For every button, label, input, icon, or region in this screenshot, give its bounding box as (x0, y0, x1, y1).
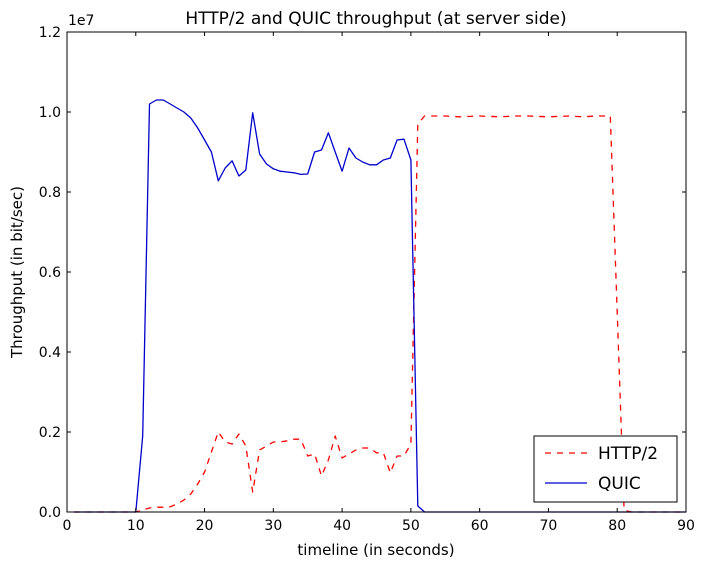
legend-box (533, 435, 678, 503)
series-line-quic (73, 99, 686, 513)
series-line-http-2 (73, 115, 686, 513)
x-tick-label: 90 (677, 518, 695, 534)
y-tick-label: 0.0 (39, 505, 61, 521)
plot-area-frame (66, 31, 687, 513)
y-tick-label: 1.2 (39, 25, 61, 41)
y-axis-scale-label: 1e7 (68, 13, 94, 29)
y-tick-label: 0.4 (39, 345, 61, 361)
y-tick-label: 0.6 (39, 265, 61, 281)
y-tick-label: 0.2 (39, 425, 61, 441)
x-tick-label: 40 (333, 518, 351, 534)
x-tick-label: 0 (63, 518, 72, 534)
series-layer (73, 99, 686, 513)
x-tick-label: 20 (196, 518, 214, 534)
ticks-layer: 0 10 20 30 40 50 60 70 80 90 0.0 0.2 0.4 0.6 0.8 1.0 1.2 (39, 25, 695, 534)
chart-legend: HTTP/2 QUIC (533, 435, 678, 503)
x-tick-label: 10 (127, 518, 145, 534)
x-tick-label: 70 (540, 518, 558, 534)
y-tick-label: 1.0 (39, 105, 61, 121)
x-tick-label: 50 (402, 518, 420, 534)
chart-title: HTTP/2 and QUIC throughput (at server si… (185, 9, 566, 29)
x-tick-label: 30 (264, 518, 282, 534)
legend-label-http2: HTTP/2 (598, 444, 658, 464)
y-tick-label: 0.8 (39, 185, 61, 201)
legend-label-quic: QUIC (598, 474, 641, 494)
x-tick-label: 60 (471, 518, 489, 534)
x-tick-label: 80 (608, 518, 626, 534)
x-axis-label: timeline (in seconds) (297, 541, 454, 559)
y-axis-label: Throughput (in bit/sec) (8, 186, 26, 359)
